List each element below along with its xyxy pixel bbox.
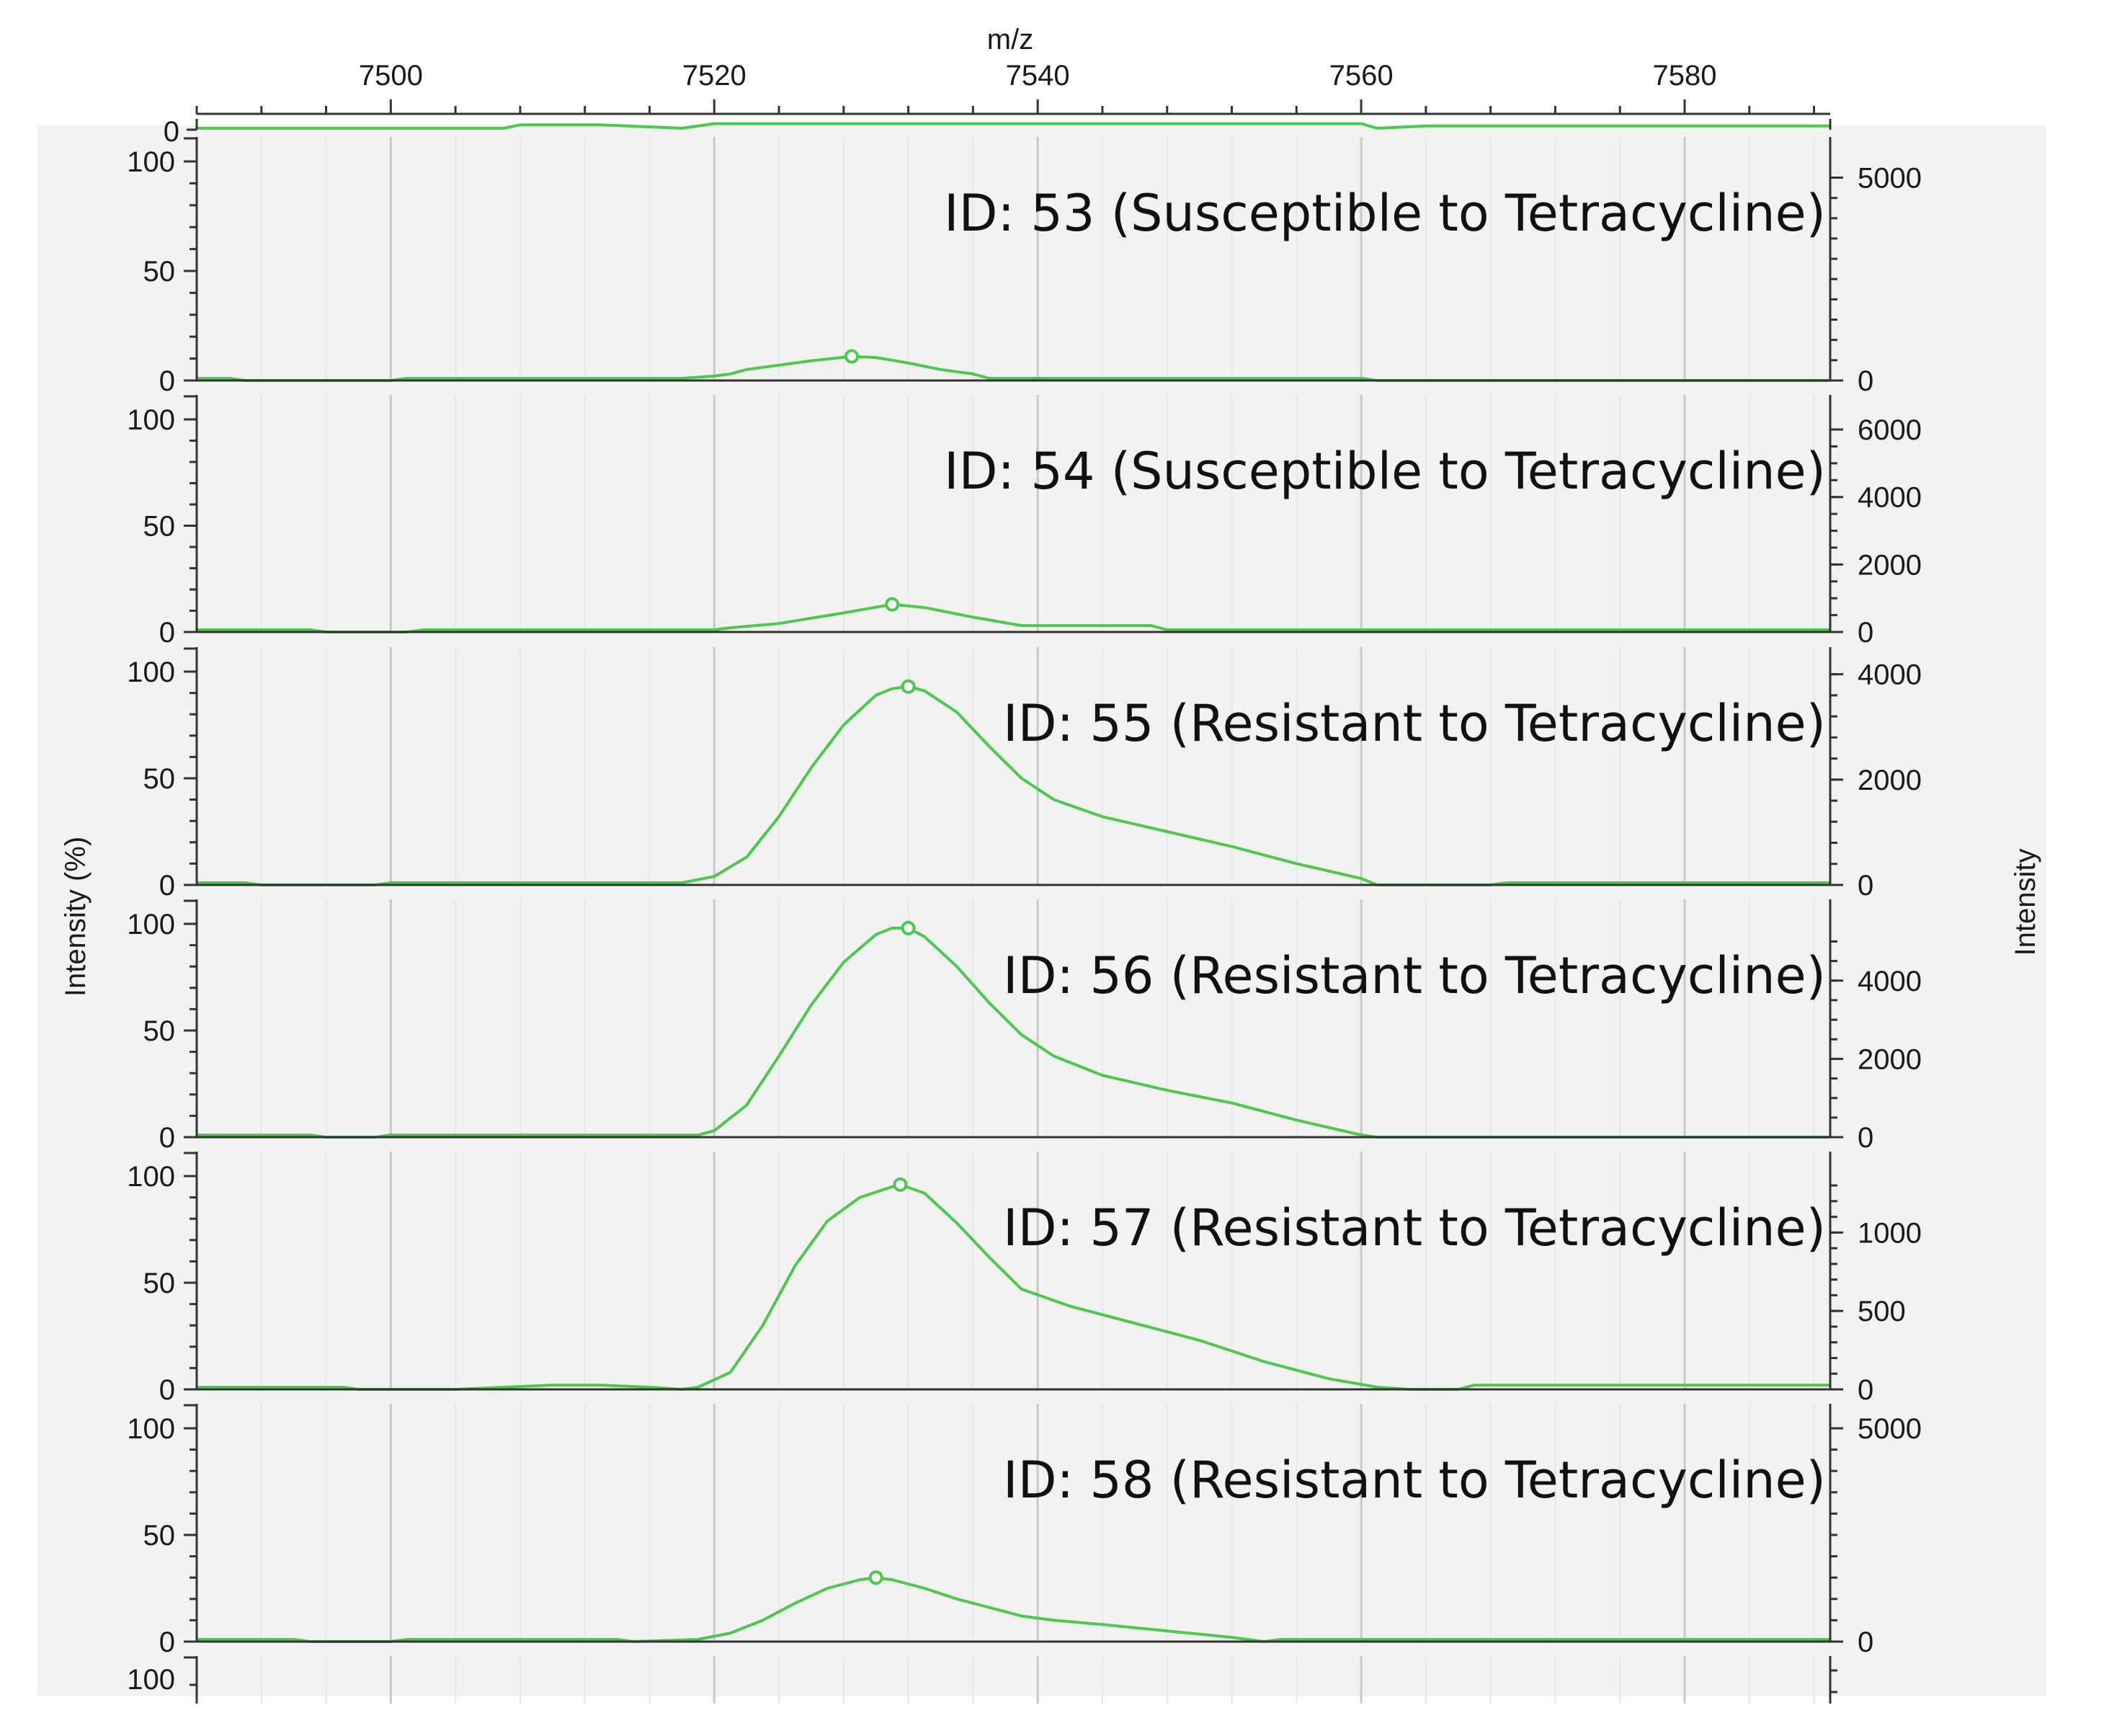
panel-6-left-tick-label: 50 [143,1520,176,1552]
x-axis-title: m/z [987,24,1033,55]
panel-5-left-tick-label: 50 [143,1268,176,1299]
panel-4-series-line [197,926,1830,1139]
panel-5-right-tick-label: 1000 [1858,1217,1922,1249]
panel-2-right-tick-label: 0 [1858,617,1873,649]
x-tick-label: 7580 [1652,60,1716,92]
figure-background [37,125,2046,1696]
panel-6-right-tick-label: 0 [1858,1626,1873,1658]
panel-3-left-tick-label: 50 [143,763,176,795]
panel-2-right-tick-label: 4000 [1858,482,1922,514]
panel-3-right-tick-label: 0 [1858,870,1873,902]
y-axis-title-right: Intensity [2010,849,2041,956]
panel-3-peak-marker [901,679,916,694]
panel-1-peak-marker [844,349,860,364]
x-tick-label: 7520 [682,60,746,92]
panel-6-left-tick-label: 0 [159,1626,175,1658]
panel-4-right-tick-label: 2000 [1858,1043,1922,1075]
panel-2-right-tick-label: 6000 [1858,414,1922,446]
panel-5-right-tick-label: 0 [1858,1374,1873,1406]
panel-4-left-tick-label: 50 [143,1015,176,1047]
panel-1-left-tick-label: 0 [159,365,175,397]
grid-layer [196,137,1815,1704]
axes-layer [184,99,1843,1704]
panel-3-label: ID: 55 (Resistant to Tetracycline) [1003,694,1826,753]
panel-6-label: ID: 58 (Resistant to Tetracycline) [1003,1451,1826,1510]
strip-left-tick-label: 0 [164,116,179,148]
x-tick-label: 7500 [359,60,423,92]
x-tick-label: 7540 [1006,60,1070,92]
panel-2-left-tick-label: 100 [127,404,175,436]
panel-4-right-tick-label: 0 [1858,1122,1873,1154]
stub-left-tick-label: 100 [127,1664,175,1696]
text-layer: m/z Intensity (%) Intensity 7500 7520 7540… [60,24,2041,1696]
panel-3-series-line [197,685,1830,886]
panel-1-right-tick-label: 0 [1858,365,1873,397]
panel-1-left-tick-label: 100 [127,146,175,178]
panel-5-label: ID: 57 (Resistant to Tetracycline) [1003,1198,1826,1258]
panel-5-left-tick-label: 0 [159,1374,175,1406]
x-tick-label: 7560 [1329,60,1394,92]
panel-3-right-tick-label: 2000 [1858,765,1922,796]
panel-4-left-tick-label: 0 [159,1122,175,1154]
panel-3-left-tick-label: 0 [159,870,175,902]
panel-6-peak-marker [868,1570,883,1585]
panel-1-label: ID: 53 (Susceptible to Tetracycline) [944,184,1826,243]
panel-6-right-tick-label: 5000 [1858,1413,1922,1445]
panel-2-left-tick-label: 0 [159,617,175,649]
panel-4-peak-marker [901,920,916,935]
panel-2-peak-marker [885,597,900,612]
panel-2-label: ID: 54 (Susceptible to Tetracycline) [944,442,1826,501]
panel-4-right-tick-label: 4000 [1858,966,1922,997]
panel-4-left-tick-label: 100 [127,909,175,940]
panel-3-left-tick-label: 100 [127,656,175,688]
panel-3-right-tick-label: 4000 [1858,659,1922,691]
panel-5-right-tick-label: 500 [1858,1296,1906,1327]
panel-2-left-tick-label: 50 [143,511,176,543]
panel-4-label: ID: 56 (Resistant to Tetracycline) [1003,946,1826,1005]
y-axis-title-left: Intensity (%) [60,837,92,997]
panel-1-left-tick-label: 50 [143,256,176,288]
strip-series-line [197,122,1830,130]
panel-2-right-tick-label: 2000 [1858,549,1922,581]
panel-5-peak-marker [893,1177,908,1192]
panel-5-series-line [197,1183,1830,1391]
panel-5-left-tick-label: 100 [127,1161,175,1193]
panel-6-left-tick-label: 100 [127,1413,175,1445]
panel-1-right-tick-label: 5000 [1858,163,1922,195]
panel-6-series-line [197,1576,1830,1643]
